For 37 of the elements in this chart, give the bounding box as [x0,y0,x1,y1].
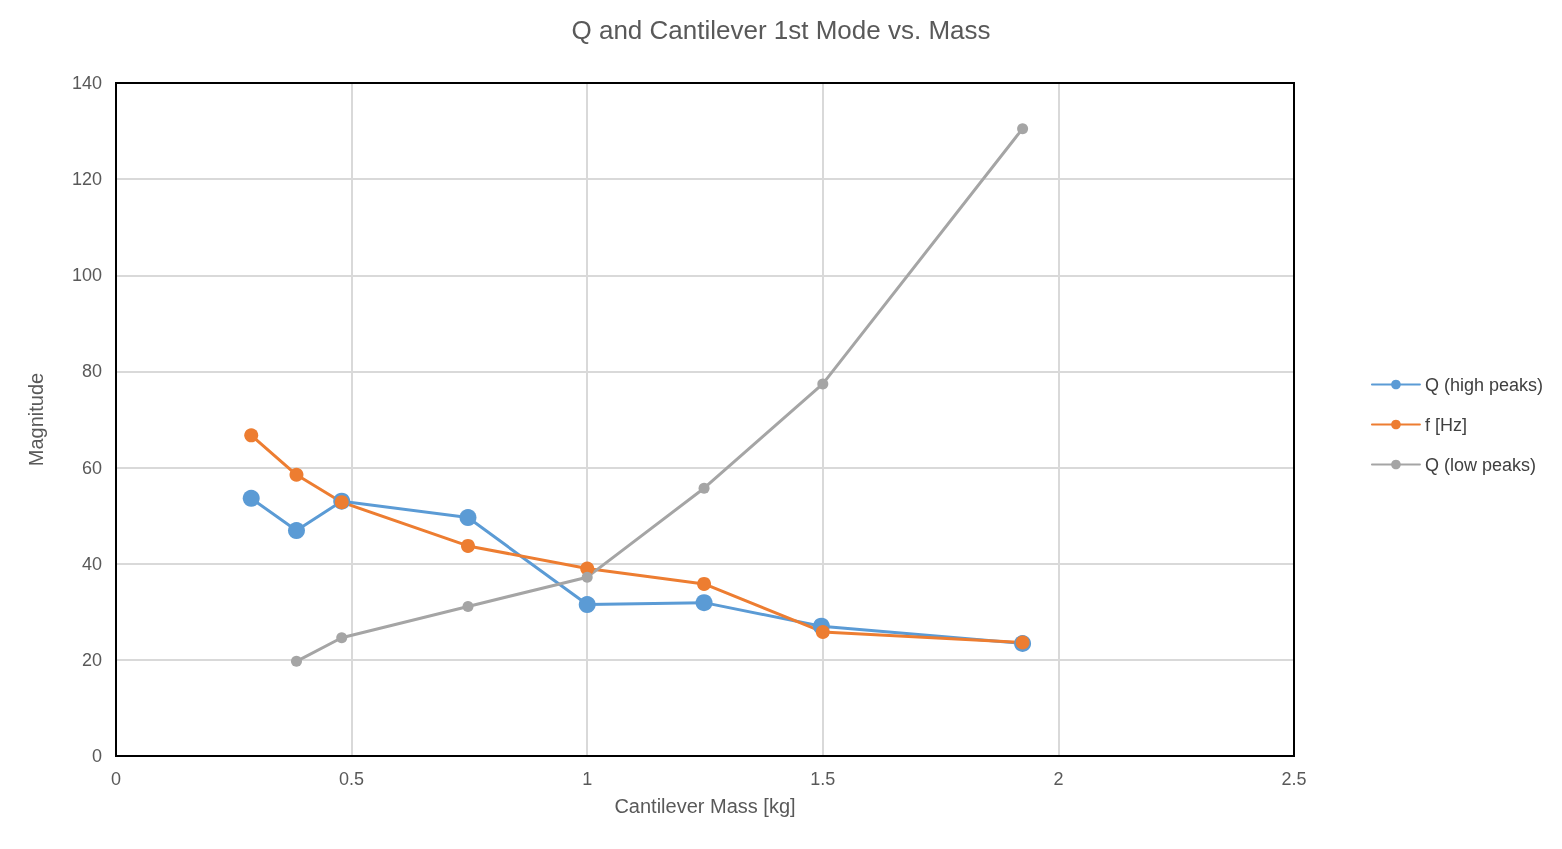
y-axis-title: Magnitude [25,372,47,467]
y-tick-label: 40 [81,553,102,574]
y-tick-label: 100 [71,265,102,286]
y-tick-label: 60 [81,457,102,478]
legend-label: Q (low peaks) [1424,454,1536,475]
point [290,655,302,667]
point [462,601,474,612]
point [697,576,712,591]
y-tick-label: 140 [71,73,102,93]
x-tick-label: 0 [110,769,122,789]
x-axis-title: Cantilever Mass [kg] [614,795,796,817]
point [698,482,710,494]
point [817,378,829,390]
y-tick-label: 80 [81,361,102,382]
point [695,594,713,612]
y-tick-label: 20 [81,649,102,670]
point [459,509,477,527]
y-tick-label: 0 [91,746,102,766]
x-tick-label: 2.5 [1281,769,1307,789]
x-tick-label: 0.5 [339,769,365,789]
point [461,538,475,553]
point [242,489,260,507]
point [578,596,596,614]
chart-title: Q and Cantilever 1st Mode vs. Mass [571,15,991,45]
point [815,624,830,639]
point [289,467,304,482]
legend-label: Q (high peaks) [1424,374,1544,395]
x-tick-label: 1 [582,769,593,789]
y-tick-label: 120 [71,169,102,190]
point [287,522,305,540]
point [244,428,259,443]
x-tick-label: 2 [1053,769,1064,789]
legend-label: f [Hz] [1424,414,1467,435]
point [1017,123,1029,135]
point [581,571,593,583]
x-tick-label: 1.5 [810,769,836,789]
point [336,632,348,644]
